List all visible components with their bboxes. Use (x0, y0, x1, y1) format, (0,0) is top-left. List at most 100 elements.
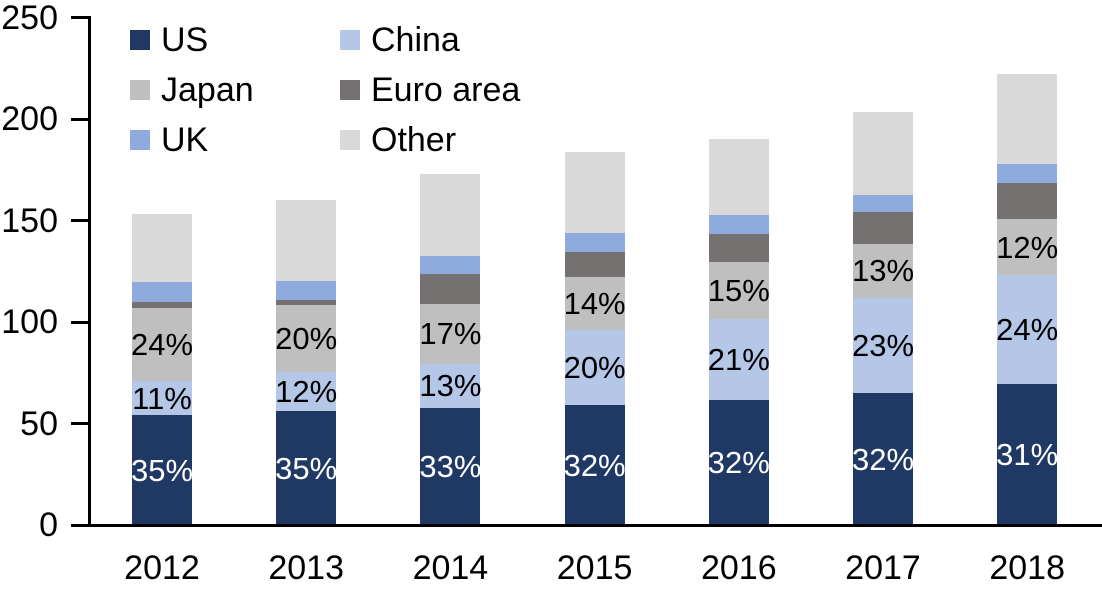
y-axis-tick (71, 422, 91, 425)
y-axis-label: 250 (1, 0, 58, 37)
legend-item-japan: Japan (130, 70, 340, 109)
bar-segment-japan-2014: 17% (419, 303, 481, 364)
bar-segment-us-2014: 33% (419, 408, 482, 525)
data-label-china-2014: 13% (419, 368, 482, 404)
y-axis-label: 50 (20, 404, 58, 443)
y-axis-label: 0 (39, 506, 58, 544)
legend-item-euro-area: Euro area (340, 70, 521, 109)
legend-swatch-us (130, 30, 150, 50)
bar-segment-china-2016: 21% (707, 318, 770, 401)
y-axis-tick (71, 117, 91, 121)
y-axis-label: 150 (1, 201, 58, 240)
y-axis-tick (71, 219, 91, 222)
bar-segment-uk-2013 (276, 281, 337, 300)
bar-segment-euro-area-2016 (708, 233, 769, 263)
bar-segment-china-2017: 23% (851, 297, 915, 394)
legend-label-euro-area: Euro area (371, 70, 521, 109)
data-label-japan-2013: 20% (275, 320, 338, 356)
data-label-us-2012: 35% (130, 452, 194, 488)
bar-segment-us-2015: 32% (563, 405, 626, 525)
bar-segment-uk-2015 (564, 232, 625, 252)
bar-segment-uk-2016 (708, 215, 769, 234)
bar-segment-china-2015: 20% (563, 330, 626, 406)
data-label-china-2015: 20% (563, 350, 626, 386)
data-label-us-2013: 35% (275, 450, 338, 486)
y-axis-line (88, 16, 91, 527)
y-axis-tick (71, 320, 91, 324)
bar-segment-euro-area-2017 (853, 212, 913, 244)
bar-segment-euro-area-2014 (420, 274, 481, 304)
data-label-china-2016: 21% (707, 342, 770, 378)
data-label-us-2016: 32% (707, 445, 770, 481)
bar-segment-japan-2012: 24% (130, 307, 194, 381)
bar-segment-uk-2017 (853, 195, 913, 213)
bar-segment-other-2013 (276, 200, 337, 282)
x-axis-label-2014: 2014 (412, 549, 489, 587)
y-axis-tick (71, 523, 91, 527)
bar-segment-euro-area-2012 (132, 301, 192, 308)
bar-segment-us-2017: 32% (851, 393, 915, 525)
chart-legend: US China Japan Euro area UK Other (130, 20, 521, 159)
bar-segment-other-2015 (564, 152, 625, 233)
bar-segment-japan-2013: 20% (275, 304, 338, 372)
legend-label-china: China (371, 20, 460, 59)
legend-item-other: Other (340, 120, 520, 159)
x-axis-label-2013: 2013 (268, 549, 344, 587)
bar-segment-euro-area-2013 (276, 299, 337, 305)
data-label-japan-2015: 14% (563, 286, 626, 322)
x-axis-line (88, 524, 1102, 527)
legend-label-uk: UK (161, 120, 209, 159)
bar-segment-uk-2018 (997, 163, 1058, 183)
legend-swatch-euro-area (340, 80, 360, 100)
legend-item-china: China (340, 20, 520, 59)
legend-label-japan: Japan (161, 70, 254, 109)
legend-label-us: US (161, 20, 209, 59)
x-axis-label-2018: 2018 (989, 549, 1065, 587)
y-axis-label: 200 (1, 100, 58, 138)
y-axis-label: 100 (1, 303, 58, 341)
data-label-japan-2017: 13% (851, 253, 915, 289)
data-label-japan-2018: 12% (996, 229, 1059, 265)
bar-segment-euro-area-2018 (997, 182, 1058, 220)
bar-segment-other-2016 (708, 139, 769, 216)
y-axis-tick (71, 16, 91, 19)
legend-label-other: Other (371, 120, 457, 159)
data-label-us-2017: 32% (851, 441, 915, 477)
data-label-china-2013: 12% (275, 374, 338, 410)
bar-segment-uk-2014 (420, 256, 481, 275)
x-axis-label-2017: 2017 (845, 549, 921, 587)
bar-segment-japan-2018: 12% (996, 219, 1059, 276)
legend-swatch-other (340, 130, 360, 150)
data-label-japan-2016: 15% (707, 273, 770, 309)
bar-segment-japan-2017: 13% (851, 243, 915, 298)
bar-segment-japan-2016: 15% (707, 262, 770, 319)
legend-item-us: US (130, 20, 340, 59)
bar-segment-other-2018 (997, 74, 1058, 164)
bar-segment-other-2012 (132, 214, 192, 283)
bar-segment-other-2014 (420, 173, 481, 256)
data-label-china-2017: 23% (851, 327, 915, 363)
x-axis-label-2012: 2012 (124, 549, 200, 587)
bar-segment-other-2017 (853, 111, 913, 196)
data-label-japan-2012: 24% (130, 326, 194, 362)
bar-segment-uk-2012 (132, 282, 192, 302)
x-axis-label-2015: 2015 (556, 549, 633, 587)
bar-segment-euro-area-2015 (564, 251, 625, 278)
bar-segment-us-2016: 32% (707, 400, 770, 525)
data-label-us-2015: 32% (563, 447, 626, 483)
bar-segment-china-2013: 12% (275, 371, 338, 412)
bar-segment-us-2012: 35% (130, 415, 194, 525)
bar-segment-china-2014: 13% (419, 363, 482, 409)
data-label-us-2014: 33% (419, 449, 482, 485)
bar-segment-china-2012: 11% (132, 380, 192, 416)
bar-segment-us-2013: 35% (275, 411, 338, 525)
data-label-china-2018: 24% (996, 312, 1059, 348)
data-label-us-2018: 31% (996, 436, 1059, 472)
x-axis-label-2016: 2016 (700, 549, 777, 587)
legend-swatch-japan (130, 80, 150, 100)
legend-item-uk: UK (130, 120, 340, 159)
data-label-china-2012: 11% (132, 380, 192, 416)
legend-swatch-uk (130, 130, 150, 150)
bar-segment-china-2018: 24% (996, 275, 1059, 384)
